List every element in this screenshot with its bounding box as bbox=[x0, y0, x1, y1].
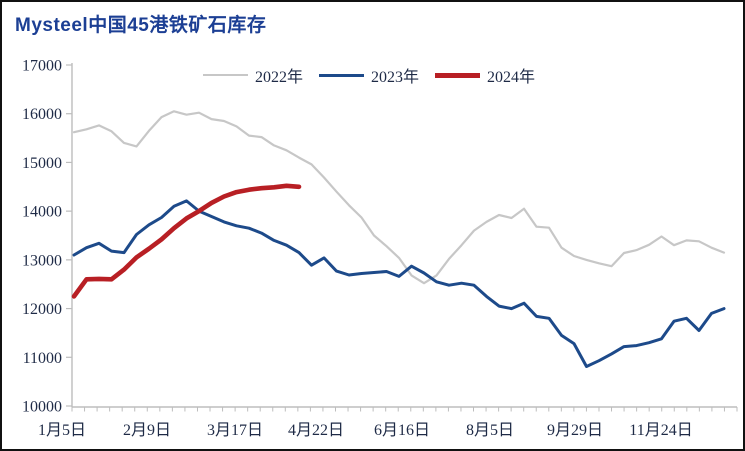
y-axis-label: 17000 bbox=[22, 58, 62, 75]
y-axis-label: 15000 bbox=[22, 155, 62, 172]
x-axis-label: 6月16日 bbox=[374, 422, 430, 439]
legend-line-2023-icon bbox=[319, 73, 365, 77]
y-axis-label: 11000 bbox=[23, 350, 62, 367]
x-axis-label: 2月9日 bbox=[123, 422, 171, 439]
chart-title: Mysteel中国45港铁矿石库存 bbox=[15, 15, 267, 36]
legend-item-2022: 2022年 bbox=[203, 63, 303, 87]
y-axis-label: 16000 bbox=[22, 106, 62, 123]
legend-label-2022: 2022年 bbox=[255, 69, 304, 86]
legend: 2022年 2023年 2024年 bbox=[203, 63, 535, 87]
legend-line-2024-icon bbox=[435, 72, 481, 78]
y-axis-label: 12000 bbox=[22, 301, 62, 318]
x-axis-label: 9月29日 bbox=[547, 422, 603, 439]
legend-line-2022-icon bbox=[203, 74, 248, 76]
legend-item-2023: 2023年 bbox=[319, 63, 419, 87]
legend-item-2024: 2024年 bbox=[435, 63, 535, 87]
y-axis-label: 14000 bbox=[22, 204, 62, 221]
y-axis-label: 13000 bbox=[22, 252, 62, 269]
x-axis-label: 4月22日 bbox=[288, 422, 344, 439]
x-axis-label: 3月17日 bbox=[207, 422, 263, 439]
legend-label-2023: 2023年 bbox=[371, 69, 420, 86]
x-axis-label: 8月5日 bbox=[466, 422, 514, 439]
x-axis-label: 11月24日 bbox=[629, 422, 692, 439]
x-axis-label: 1月5日 bbox=[38, 422, 86, 439]
series-line-2022 bbox=[72, 110, 726, 285]
series-line-2024 bbox=[71, 183, 302, 299]
legend-label-2024: 2024年 bbox=[487, 69, 536, 86]
series-line-2023 bbox=[72, 199, 726, 368]
y-axis-label: 10000 bbox=[22, 399, 62, 416]
